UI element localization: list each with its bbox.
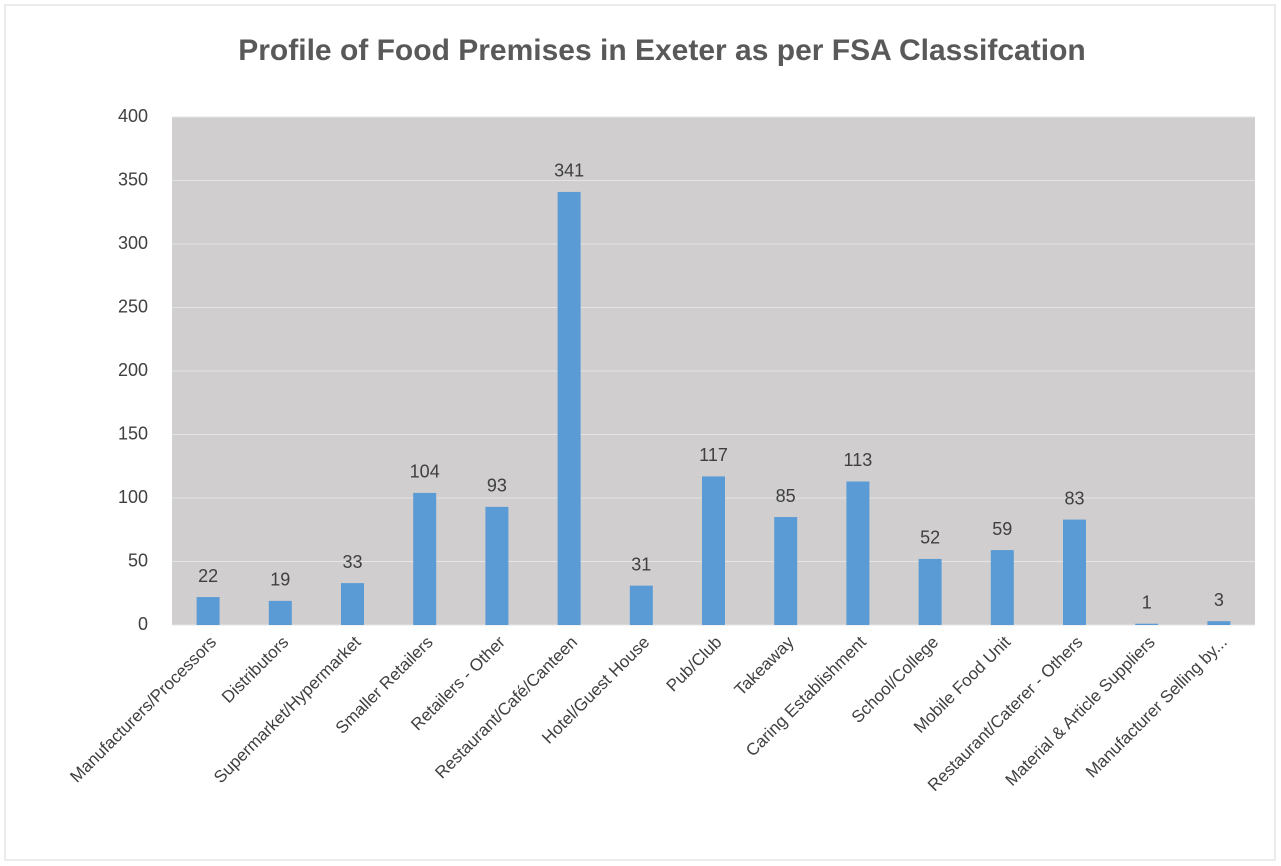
bar <box>268 600 292 625</box>
bar <box>774 517 798 625</box>
bar <box>629 585 653 625</box>
data-label: 104 <box>410 462 440 482</box>
bar <box>557 191 581 625</box>
bar <box>1135 623 1159 625</box>
data-label: 31 <box>631 554 651 574</box>
y-tick-label: 200 <box>118 360 148 380</box>
bar <box>196 597 220 625</box>
bar <box>918 558 942 625</box>
chart-title: Profile of Food Premises in Exeter as pe… <box>238 34 1085 67</box>
bar <box>846 481 870 625</box>
y-tick-label: 50 <box>128 550 148 570</box>
y-tick-label: 350 <box>118 169 148 189</box>
data-label: 341 <box>554 161 584 181</box>
data-label: 93 <box>487 476 507 496</box>
y-tick-label: 150 <box>118 423 148 443</box>
y-tick-label: 300 <box>118 233 148 253</box>
data-label: 3 <box>1214 590 1224 610</box>
data-label: 1 <box>1142 592 1152 612</box>
data-label: 83 <box>1064 488 1084 508</box>
data-label: 19 <box>270 570 290 590</box>
bar <box>1207 621 1231 625</box>
bar <box>1063 519 1086 625</box>
y-tick-label: 0 <box>138 614 148 634</box>
data-label: 85 <box>776 486 796 506</box>
bar <box>413 492 437 625</box>
data-label: 117 <box>699 445 728 465</box>
y-tick-label: 100 <box>118 487 148 507</box>
bar <box>485 506 509 625</box>
y-tick-label: 250 <box>118 296 148 316</box>
bar <box>990 550 1014 625</box>
bar <box>341 583 364 625</box>
data-label: 113 <box>844 450 873 470</box>
bar <box>702 476 725 625</box>
data-label: 59 <box>992 519 1012 539</box>
data-label: 33 <box>342 552 362 572</box>
data-label: 52 <box>920 528 940 548</box>
y-tick-label: 400 <box>118 106 148 126</box>
data-label: 22 <box>198 566 218 586</box>
